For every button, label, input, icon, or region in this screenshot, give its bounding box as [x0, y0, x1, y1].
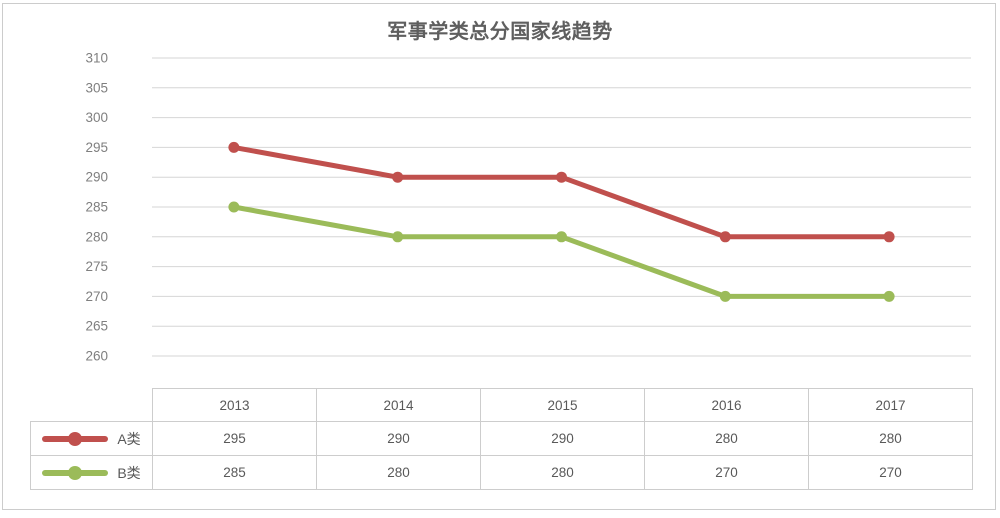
value-cell: 280 — [808, 421, 973, 456]
series-marker-0 — [719, 231, 731, 243]
y-axis-tick-label: 295 — [85, 140, 108, 155]
legend-entry: A类 — [31, 429, 152, 449]
series-marker-0 — [228, 141, 240, 153]
chart-title: 军事学类总分国家线趋势 — [387, 21, 613, 43]
legend-cell: A类 — [30, 421, 153, 456]
value-cell: 280 — [644, 421, 809, 456]
y-axis-tick-label: 265 — [85, 319, 108, 334]
y-axis-tick-label: 275 — [85, 259, 108, 274]
value-cell: 280 — [480, 455, 645, 490]
y-axis-tick-label: 300 — [85, 110, 108, 125]
year-header-cell: 2014 — [316, 388, 481, 422]
legend-label: A类 — [117, 430, 141, 447]
legend-entry: B类 — [31, 463, 152, 483]
data-table: 2013 2014 2015 2016 2017 A类 295 290 290 280 280 B类 2… — [30, 388, 973, 490]
series-marker-1 — [883, 290, 895, 302]
value-cell: 290 — [480, 421, 645, 456]
table-series-row-1: B类 285 280 280 270 270 — [30, 455, 973, 490]
year-header-cell: 2013 — [152, 388, 317, 422]
legend-label: B类 — [117, 464, 141, 481]
series-marker-1 — [719, 290, 731, 302]
value-cell: 270 — [644, 455, 809, 490]
year-header-cell: 2017 — [808, 388, 973, 422]
value-cell: 290 — [316, 421, 481, 456]
y-axis-tick-label: 280 — [85, 229, 108, 244]
series-marker-0 — [556, 171, 567, 183]
table-corner-cell — [31, 389, 153, 422]
legend-marker-dot — [68, 465, 83, 480]
y-axis-tick-label: 310 — [85, 51, 108, 66]
series-marker-0 — [883, 231, 895, 243]
value-cell: 295 — [152, 421, 317, 456]
legend-line-swatch — [42, 465, 109, 480]
y-axis-tick-label: 290 — [85, 170, 108, 185]
series-marker-1 — [228, 201, 240, 213]
year-header-cell: 2016 — [644, 388, 809, 422]
y-axis-tick-label: 305 — [85, 80, 108, 95]
table-series-row-0: A类 295 290 290 280 280 — [30, 421, 973, 456]
legend-line-swatch — [42, 431, 109, 446]
y-axis-tick-label: 285 — [85, 200, 108, 215]
value-cell: 285 — [152, 455, 317, 490]
series-marker-1 — [556, 231, 567, 243]
year-header-cell: 2015 — [480, 388, 645, 422]
value-cell: 270 — [808, 455, 973, 490]
y-axis-tick-label: 270 — [85, 289, 108, 304]
series-marker-0 — [392, 171, 404, 183]
y-axis-tick-label: 260 — [85, 349, 108, 364]
legend-cell: B类 — [30, 455, 153, 490]
value-cell: 280 — [316, 455, 481, 490]
series-marker-1 — [392, 231, 404, 243]
legend-marker-dot — [68, 431, 83, 446]
table-header-row: 2013 2014 2015 2016 2017 — [31, 388, 973, 422]
series-line-1 — [231, 204, 892, 299]
